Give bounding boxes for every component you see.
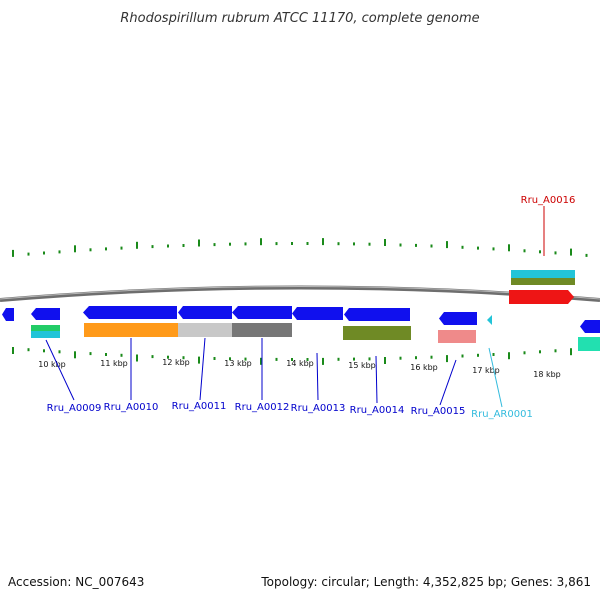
gene-label-ar0001[interactable]: Rru_AR0001	[471, 409, 533, 420]
gene-block-a0014-olive[interactable]	[343, 326, 411, 340]
gene-block-a0009-green[interactable]	[31, 325, 60, 331]
gene-arrow-a0011[interactable]	[178, 306, 232, 319]
scale-label: 13 kbp	[224, 359, 252, 368]
gene-arrow-a0009[interactable]	[31, 308, 60, 320]
scale-label: 12 kbp	[162, 358, 190, 367]
scale-label: 18 kbp	[533, 370, 561, 379]
gene-block-a0010-orange[interactable]	[84, 323, 178, 337]
scale-label: 10 kbp	[38, 360, 66, 369]
map-title: Rhodospirillum rubrum ATCC 11170, comple…	[120, 11, 479, 26]
gene-label-a0014[interactable]: Rru_A0014	[350, 405, 405, 416]
gene-label-a0016[interactable]: Rru_A0016	[521, 195, 576, 206]
gene-label-a0013[interactable]: Rru_A0013	[291, 403, 346, 414]
accession-text: Accession: NC_007643	[8, 575, 144, 589]
leader-lines	[45, 206, 545, 408]
gene-block-a0012-darkgray[interactable]	[232, 323, 292, 337]
scale-label: 16 kbp	[410, 363, 438, 372]
leader-line-ar0001	[488, 347, 503, 408]
gene-label-a0011[interactable]: Rru_A0011	[172, 401, 227, 412]
gene-arrow-ar0001[interactable]	[487, 315, 492, 325]
gene-block-a0016-olive[interactable]	[511, 278, 575, 285]
scale-label: 11 kbp	[100, 359, 128, 368]
leader-line-a0014	[375, 355, 378, 404]
gene-labels: Rru_A0009 Rru_A0010 Rru_A0011 Rru_A0012 …	[47, 195, 576, 420]
gene-label-a0012[interactable]: Rru_A0012	[235, 402, 290, 413]
gene-label-a0015[interactable]: Rru_A0015	[411, 406, 466, 417]
gene-features	[2, 270, 600, 351]
tick-row-upper	[12, 238, 588, 257]
leader-line-a0009	[45, 339, 75, 401]
gene-arrow-a0012[interactable]	[232, 306, 292, 319]
gene-block-a0009-cyan[interactable]	[31, 331, 60, 338]
gene-block-right-edge-teal[interactable]	[578, 337, 600, 351]
leader-line-a0013	[316, 352, 319, 401]
gene-label-a0009[interactable]: Rru_A0009	[47, 403, 102, 414]
gene-block-a0011-gray[interactable]	[178, 323, 232, 337]
gene-arrow-a0014[interactable]	[344, 308, 410, 321]
gene-block-a0015-salmon[interactable]	[438, 330, 476, 343]
scale-label: 17 kbp	[472, 366, 500, 375]
leader-line-a0011	[199, 337, 206, 401]
gene-arrow-a0015[interactable]	[439, 312, 477, 325]
gene-arrow-right-edge[interactable]	[580, 320, 600, 333]
gene-label-a0010[interactable]: Rru_A0010	[104, 402, 159, 413]
leader-line-a0015	[439, 359, 457, 406]
scale-label: 15 kbp	[348, 361, 376, 370]
tick-row-lower	[12, 347, 588, 365]
scale-label: 14 kbp	[286, 359, 314, 368]
topology-summary: Topology: circular; Length: 4,352,825 bp…	[260, 575, 591, 589]
gene-arrow-a0013[interactable]	[292, 307, 343, 320]
gene-arrow-left-edge[interactable]	[2, 308, 14, 321]
scale-labels: 10 kbp 11 kbp 12 kbp 13 kbp 14 kbp 15 kb…	[38, 358, 561, 379]
gene-block-a0016-cyan[interactable]	[511, 270, 575, 278]
gene-arrow-a0010[interactable]	[83, 306, 177, 319]
gene-arrow-a0016[interactable]	[509, 290, 574, 304]
